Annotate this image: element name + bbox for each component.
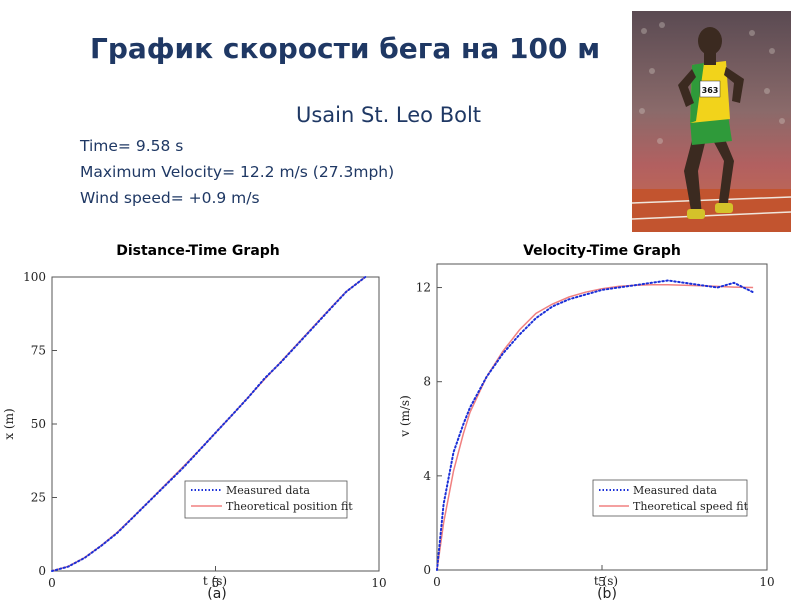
bib-number: 363	[702, 86, 719, 95]
sprinter-figure: 363	[678, 27, 744, 219]
stat-max-velocity: Maximum Velocity= 12.2 m/s (27.3mph)	[80, 163, 395, 181]
running-track	[632, 189, 791, 232]
stat-wind-speed: Wind speed= +0.9 m/s	[80, 189, 260, 207]
legend-box	[184, 480, 348, 519]
legend-label-measured: Measured data	[633, 484, 717, 497]
distance-time-svg: Distance-Time Graph x (m) t (s) (a) 0 5 10…	[2, 243, 387, 600]
panel-label: (b)	[597, 586, 617, 600]
x-axis-label: t (s)	[594, 574, 618, 588]
y-tick-label: 8	[423, 375, 431, 389]
velocity-time-chart: Velocity-Time Graph v (m/s) t (s) (b) 0 5…	[400, 236, 800, 600]
legend: Measured data Theoretical speed fit	[592, 479, 749, 517]
x-tick-label: 10	[759, 575, 774, 589]
legend-label-fit: Theoretical position fit	[226, 500, 353, 513]
legend: Measured data Theoretical position fit	[184, 480, 353, 519]
y-tick-label: 0	[423, 563, 431, 577]
series-measured-line	[51, 276, 367, 572]
distance-time-chart: Distance-Time Graph x (m) t (s) (a) 0 5 10…	[0, 236, 400, 600]
y-tick-label: 0	[38, 564, 46, 578]
chart-heading: Velocity-Time Graph	[523, 243, 681, 259]
y-tick-label: 75	[31, 344, 46, 358]
y-tick-label: 12	[416, 281, 431, 295]
race-stats: Time= 9.58 s Maximum Velocity= 12.2 m/s …	[80, 135, 394, 213]
legend-label-measured: Measured data	[226, 484, 310, 497]
y-axis-label: v (m/s)	[400, 395, 412, 438]
series-measured-line	[436, 279, 755, 571]
y-tick-label: 50	[31, 417, 46, 431]
x-tick-label: 5	[598, 575, 606, 589]
x-tick-label: 5	[212, 576, 220, 590]
sprinter-photo: 363	[632, 11, 791, 232]
panel-label: (a)	[207, 586, 227, 600]
legend-label-fit: Theoretical speed fit	[633, 500, 749, 513]
velocity-time-svg: Velocity-Time Graph v (m/s) t (s) (b) 0 5…	[400, 243, 775, 600]
y-tick-label: 25	[31, 491, 46, 505]
x-tick-label: 0	[48, 576, 56, 590]
x-tick-label: 0	[433, 575, 441, 589]
legend-box	[592, 479, 748, 517]
chart-heading: Distance-Time Graph	[116, 243, 280, 259]
slide-title: График скорости бега на 100 м	[90, 32, 601, 65]
y-tick-label: 4	[423, 469, 431, 483]
stat-time: Time= 9.58 s	[80, 137, 184, 155]
plot-frame	[436, 263, 768, 571]
y-tick-label: 100	[23, 270, 46, 284]
x-axis-label: t (s)	[203, 574, 227, 588]
athlete-name: Usain St. Leo Bolt	[296, 103, 482, 127]
x-tick-label: 10	[371, 576, 386, 590]
series-fit-line	[436, 283, 754, 571]
y-axis-label: x (m)	[2, 408, 16, 439]
plot-frame	[51, 276, 380, 572]
